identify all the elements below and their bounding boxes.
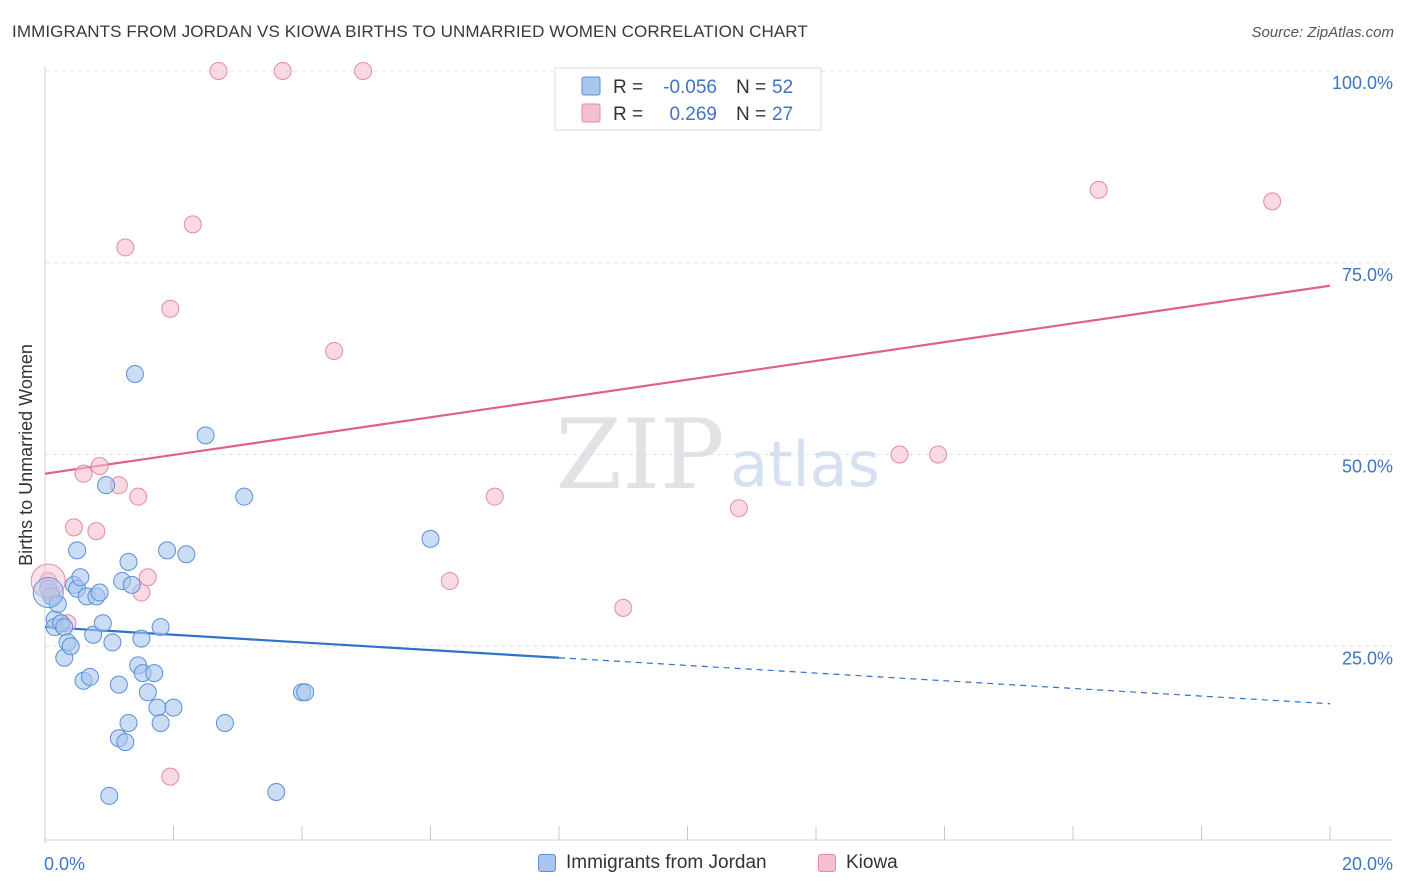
data-point-pink <box>325 341 344 360</box>
data-point-blue <box>151 713 170 732</box>
x-tick-label: 0.0% <box>44 854 85 874</box>
legend-r-value: -0.056 <box>663 77 717 98</box>
grid-layer <box>45 70 1392 647</box>
data-point-blue <box>215 713 234 732</box>
legend-item-jordan: Immigrants from Jordan <box>538 852 767 874</box>
data-point-pink <box>183 215 202 234</box>
x-tick-labels: 0.0% 20.0% <box>44 854 1393 874</box>
legend-swatch-pink <box>581 103 601 123</box>
data-point-blue <box>145 664 164 683</box>
legend-item-kiowa: Kiowa <box>818 852 898 874</box>
data-point-blue <box>97 476 116 495</box>
data-point-pink <box>64 518 83 537</box>
source-label: Source: ZipAtlas.com <box>1251 24 1394 41</box>
y-tick-label: 75.0% <box>1342 265 1393 285</box>
data-point-blue <box>164 698 183 717</box>
legend-label-jordan: Immigrants from Jordan <box>566 852 767 873</box>
x-tick-label: 20.0% <box>1342 854 1393 874</box>
data-point-pink <box>161 299 180 318</box>
data-point-blue <box>100 786 119 805</box>
data-point-pink <box>614 598 633 617</box>
trend-line-blue <box>44 625 560 659</box>
legend-swatch-pink <box>818 854 836 872</box>
data-point-blue <box>296 683 315 702</box>
legend-top: R = -0.056 N = 52 R = 0.269 N = 27 <box>554 67 822 131</box>
legend-swatch-blue <box>581 76 601 96</box>
chart-title: IMMIGRANTS FROM JORDAN VS KIOWA BIRTHS T… <box>12 22 808 41</box>
legend-r-label: R = <box>613 77 643 98</box>
data-point-blue <box>132 629 151 648</box>
data-point-blue <box>267 782 286 801</box>
data-point-pink <box>129 487 148 506</box>
points-layer <box>30 62 1282 805</box>
data-point-blue <box>196 426 215 445</box>
legend-n-value: 52 <box>772 77 793 98</box>
data-point-blue <box>71 568 90 587</box>
data-point-pink <box>929 445 948 464</box>
data-point-blue <box>151 618 170 637</box>
data-point-blue <box>103 633 122 652</box>
data-point-blue <box>158 541 177 560</box>
data-point-blue <box>177 545 196 564</box>
data-point-pink <box>161 767 180 786</box>
data-point-pink <box>138 568 157 587</box>
data-point-blue <box>61 637 80 656</box>
data-point-pink <box>116 238 135 257</box>
data-point-pink <box>209 62 228 80</box>
trend-line-dashed-blue <box>558 657 1331 705</box>
data-point-blue <box>90 583 109 602</box>
legend-r-value: 0.269 <box>669 104 717 125</box>
watermark-atlas: atlas <box>730 428 880 501</box>
data-point-pink <box>485 487 504 506</box>
data-point-blue <box>93 614 112 633</box>
legend-bottom: Immigrants from Jordan Kiowa <box>0 852 1406 878</box>
data-point-blue <box>119 713 138 732</box>
trend-line-pink <box>44 284 1331 475</box>
data-point-blue-cluster <box>32 577 64 609</box>
data-point-pink-cluster <box>30 563 66 599</box>
data-point-pink <box>1089 180 1108 199</box>
data-point-pink <box>1263 192 1282 211</box>
data-point-pink <box>729 499 748 518</box>
watermark: ZIP atlas <box>555 399 880 511</box>
data-point-pink <box>74 464 93 483</box>
watermark-zip: ZIP <box>555 399 724 511</box>
y-axis-label: Births to Unmarried Women <box>16 344 36 566</box>
data-point-blue <box>84 625 103 644</box>
legend-swatch-blue <box>538 854 556 872</box>
y-tick-label: 25.0% <box>1342 648 1393 668</box>
data-point-blue <box>119 552 138 571</box>
axis-layer <box>44 66 1392 844</box>
legend-n-label: N = <box>736 104 766 125</box>
y-tick-labels: 25.0% 50.0% 75.0% 100.0% <box>1332 73 1393 668</box>
data-point-pink <box>440 572 459 591</box>
data-point-blue <box>68 541 87 560</box>
legend-n-label: N = <box>736 77 766 98</box>
legend-label-kiowa: Kiowa <box>846 852 898 873</box>
y-tick-label: 50.0% <box>1342 457 1393 477</box>
y-tick-label: 100.0% <box>1332 73 1393 93</box>
data-point-blue <box>80 667 99 686</box>
data-point-pink <box>90 457 109 476</box>
data-point-pink <box>890 445 909 464</box>
legend-r-label: R = <box>613 104 643 125</box>
data-point-pink <box>354 62 373 80</box>
data-point-pink <box>87 522 106 541</box>
data-point-blue <box>138 683 157 702</box>
data-point-pink <box>273 62 292 80</box>
data-point-blue <box>55 618 74 637</box>
data-point-blue <box>125 364 144 383</box>
data-point-blue <box>148 698 167 717</box>
trend-layer <box>44 284 1331 705</box>
legend-n-value: 27 <box>772 104 793 125</box>
data-point-blue <box>235 487 254 506</box>
data-point-blue <box>109 675 128 694</box>
data-point-blue <box>122 575 141 594</box>
data-point-blue <box>421 529 440 548</box>
data-point-blue <box>116 733 135 752</box>
